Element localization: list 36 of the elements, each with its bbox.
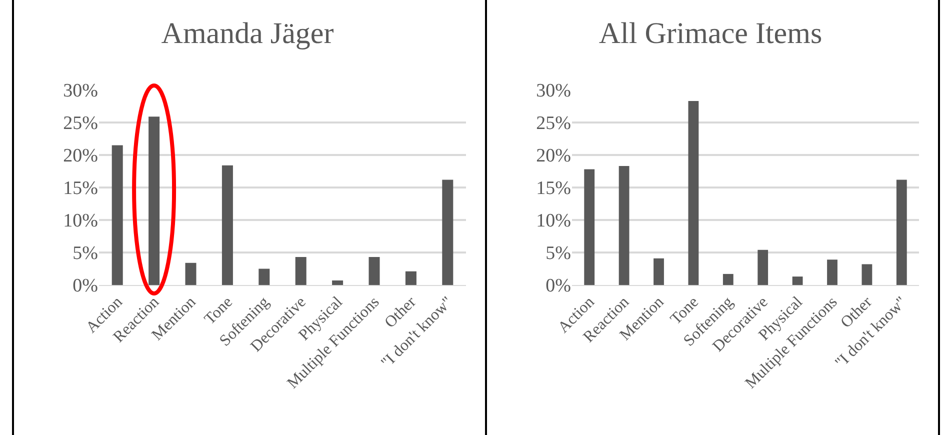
bar bbox=[654, 258, 664, 285]
y-tick-label: 25% bbox=[63, 113, 98, 134]
y-tick-label: 0% bbox=[72, 276, 98, 297]
y-tick-label: 10% bbox=[63, 210, 98, 232]
bar bbox=[295, 257, 306, 285]
chart-title: Amanda Jäger bbox=[161, 16, 334, 50]
bar bbox=[584, 169, 595, 285]
bar bbox=[688, 101, 699, 285]
bar bbox=[368, 257, 380, 285]
bar bbox=[827, 260, 838, 285]
bar bbox=[222, 165, 233, 285]
y-tick-label: 5% bbox=[546, 243, 572, 264]
y-tick-label: 25% bbox=[536, 113, 572, 134]
bar bbox=[405, 271, 416, 285]
y-tick-label: 10% bbox=[536, 210, 572, 232]
y-tick-label: 20% bbox=[63, 146, 98, 167]
y-tick-label: 30% bbox=[536, 80, 572, 102]
bar bbox=[758, 250, 768, 285]
y-tick-label: 0% bbox=[546, 276, 572, 297]
bar bbox=[722, 274, 734, 285]
y-tick-label: 15% bbox=[536, 178, 572, 200]
bar bbox=[148, 116, 160, 285]
bar bbox=[258, 268, 270, 285]
bar bbox=[792, 276, 803, 285]
bar bbox=[112, 145, 123, 285]
bar bbox=[896, 180, 907, 285]
y-tick-label: 30% bbox=[63, 80, 98, 102]
bar bbox=[442, 180, 454, 285]
chart-title: All Grimace Items bbox=[598, 16, 822, 50]
y-tick-label: 5% bbox=[72, 243, 98, 264]
y-tick-label: 15% bbox=[63, 178, 98, 200]
y-tick-label: 20% bbox=[536, 146, 572, 167]
bar bbox=[618, 166, 630, 285]
bar bbox=[332, 280, 344, 285]
bar bbox=[862, 264, 872, 285]
bar bbox=[185, 262, 196, 285]
